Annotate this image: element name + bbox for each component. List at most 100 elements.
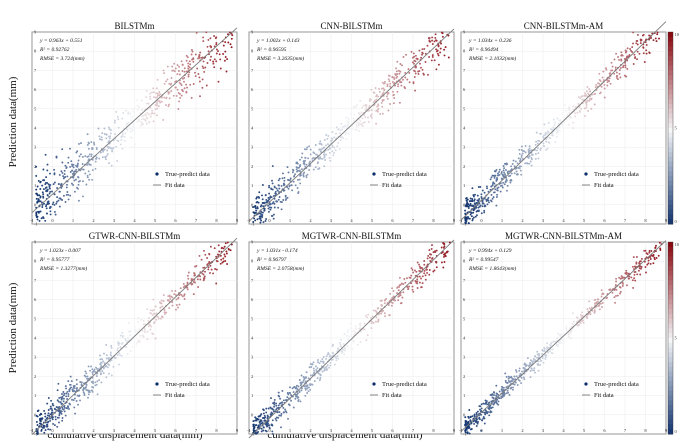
legend-point-marker: [155, 172, 159, 176]
scatter-point: [90, 381, 93, 383]
scatter-point: [494, 170, 497, 173]
scatter-point: [115, 145, 117, 148]
scatter-point: [443, 255, 445, 258]
scatter-point: [190, 48, 193, 51]
scatter-point: [291, 189, 294, 192]
scatter-point: [127, 339, 130, 342]
scatter-point: [537, 369, 540, 372]
scatter-point: [437, 63, 440, 66]
scatter-point: [480, 212, 483, 215]
y-tick-label: 1: [251, 183, 253, 188]
scatter-point: [110, 129, 112, 132]
scatter-point: [468, 217, 471, 220]
scatter-point: [557, 122, 560, 125]
scatter-point: [506, 381, 509, 384]
scatter-point: [346, 345, 349, 348]
scatter-point: [70, 160, 73, 163]
scatter-point: [49, 428, 52, 431]
scatter-point: [215, 268, 218, 271]
scatter-point: [423, 269, 426, 272]
scatter-point: [648, 34, 651, 37]
scatter-point: [288, 391, 291, 394]
scatter-point: [381, 310, 384, 312]
scatter-point: [120, 342, 123, 345]
scatter-point: [191, 50, 194, 53]
scatter-point: [435, 266, 438, 269]
x-tick-label: -1: [30, 218, 34, 223]
scatter-point: [136, 120, 139, 123]
scatter-point: [286, 166, 289, 169]
scatter-point: [325, 133, 328, 136]
scatter-point: [383, 302, 386, 305]
scatter-point: [90, 389, 93, 392]
scatter-point: [157, 105, 160, 108]
scatter-point: [656, 33, 659, 36]
scatter-point: [618, 58, 621, 61]
scatter-point: [391, 301, 394, 304]
scatter-point: [361, 106, 364, 109]
scatter-point: [256, 418, 259, 421]
scatter-point: [534, 355, 537, 358]
scatter-point: [357, 129, 360, 132]
scatter-point: [253, 205, 256, 208]
scatter-point: [435, 39, 437, 42]
scatter-point: [204, 270, 206, 273]
colorbar-segment: [668, 209, 673, 215]
scatter-point: [68, 408, 70, 410]
scatter-point: [276, 407, 279, 410]
scatter-point: [143, 323, 146, 326]
scatter-point: [160, 315, 163, 318]
scatter-point: [323, 151, 326, 154]
scatter-point: [260, 427, 263, 430]
scatter-point: [432, 270, 435, 273]
scatter-point: [551, 348, 554, 351]
scatter-point: [359, 120, 362, 123]
scatter-point: [255, 209, 258, 212]
scatter-point: [344, 133, 347, 136]
scatter-point: [598, 308, 601, 311]
scatter-point: [632, 42, 634, 45]
y-tick-label: 4: [34, 126, 37, 131]
scatter-point: [488, 414, 491, 417]
scatter-point: [222, 247, 225, 250]
scatter-point: [588, 90, 591, 93]
scatter-point: [374, 99, 377, 102]
scatter-point: [385, 95, 388, 98]
legend-point-marker: [584, 172, 588, 176]
y-tick-label: -1: [463, 432, 467, 437]
scatter-point: [443, 54, 446, 57]
colorbar-segment: [668, 156, 673, 163]
scatter-point: [35, 188, 38, 191]
scatter-point: [189, 63, 192, 66]
y-tick-label: 2: [251, 164, 253, 169]
scatter-point: [537, 152, 540, 155]
scatter-point: [155, 312, 158, 315]
scatter-point: [290, 184, 293, 187]
scatter-point: [119, 346, 122, 349]
scatter-point: [615, 75, 618, 77]
scatter-point: [37, 199, 40, 202]
scatter-point: [100, 361, 103, 364]
scatter-point: [49, 210, 52, 213]
scatter-point: [387, 74, 390, 77]
y-tick-label: 0: [463, 202, 466, 207]
scatter-point: [370, 109, 373, 112]
legend-points-label: True-predict data: [594, 381, 639, 388]
scatter-point: [362, 121, 365, 124]
scatter-point: [399, 302, 402, 305]
scatter-point: [416, 278, 419, 281]
scatter-point: [414, 279, 417, 282]
scatter-point: [275, 419, 278, 422]
scatter-point: [392, 289, 395, 292]
scatter-point: [45, 425, 48, 428]
scatter-point: [269, 208, 272, 211]
colorbar-segment: [668, 142, 673, 148]
colorbar-segment: [668, 204, 673, 211]
scatter-point: [618, 69, 621, 71]
scatter-point: [394, 74, 397, 77]
scatter-point: [400, 84, 403, 87]
scatter-point: [291, 387, 294, 390]
scatter-point: [273, 398, 276, 401]
scatter-point: [272, 402, 275, 405]
scatter-point: [516, 384, 519, 386]
